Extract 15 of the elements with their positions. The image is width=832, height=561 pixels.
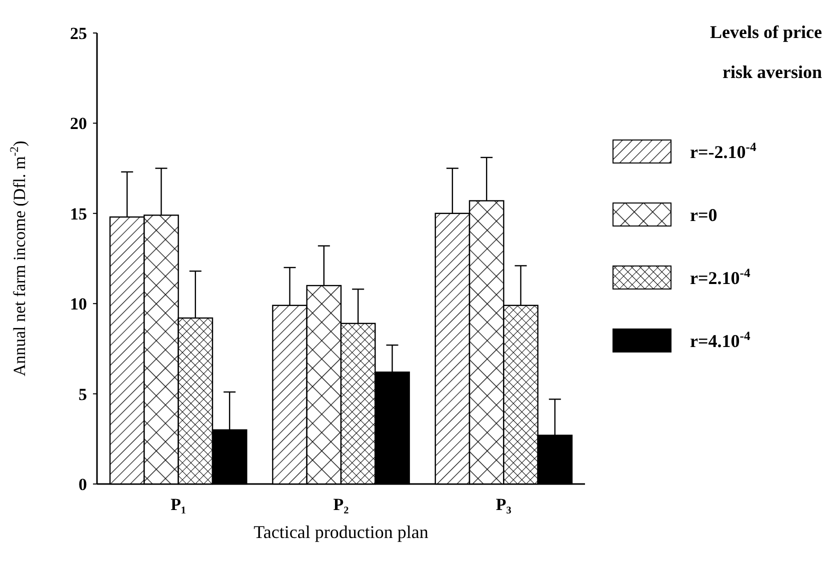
x-tick-label: P₁	[170, 495, 186, 514]
y-tick-label: 5	[78, 384, 87, 404]
legend-label: r=4.10$^{-4}$	[690, 329, 751, 351]
legend-label: r=2.10$^{-4}$	[690, 266, 751, 288]
legend-label: r=0	[690, 205, 718, 225]
y-tick-label: 10	[70, 294, 87, 314]
legend-title: Levels of price risk aversion	[710, 22, 822, 82]
y-tick-label: 0	[78, 474, 87, 494]
y-tick-label: 20	[70, 114, 87, 134]
x-tick-label: P₂	[333, 495, 349, 514]
y-tick-label: 15	[70, 204, 87, 224]
x-tick-label: P₃	[496, 495, 512, 514]
y-tick-label: 25	[70, 24, 87, 43]
legend-label: r=-2.10$^{-4}$	[690, 140, 757, 162]
x-axis-title: Tactical production plan	[254, 522, 428, 542]
